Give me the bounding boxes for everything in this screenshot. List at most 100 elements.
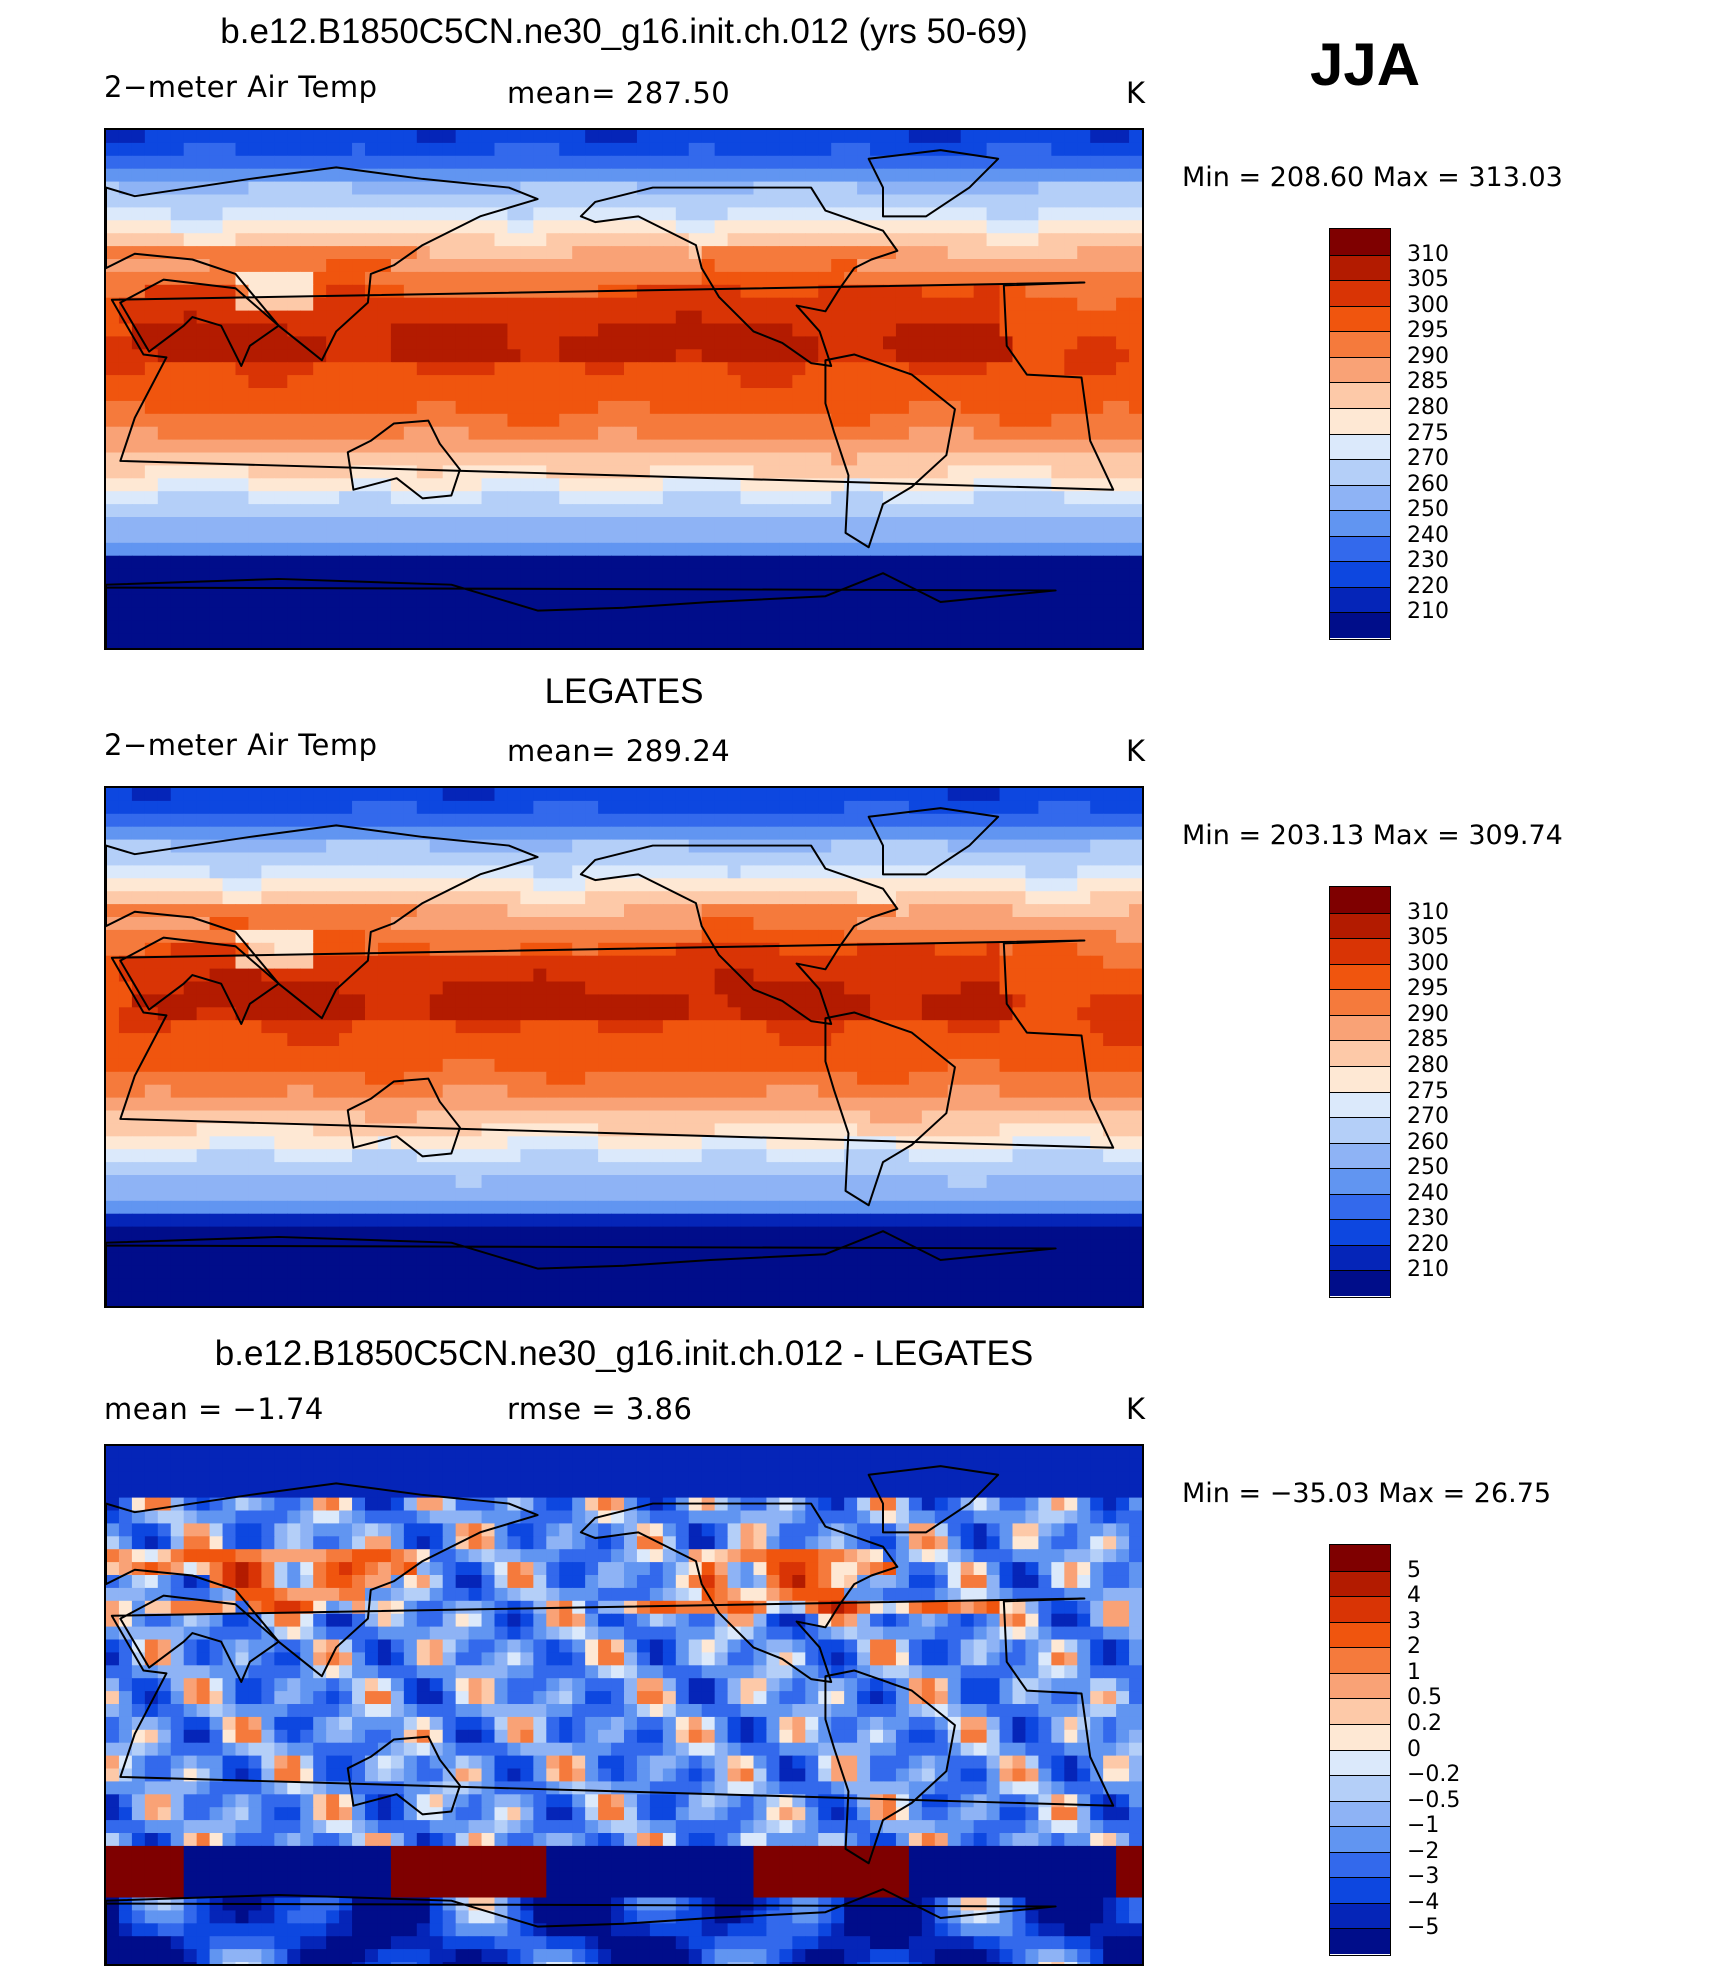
- panel-2-mean-label: mean= 289.24: [507, 734, 731, 768]
- colorbar-tick-label: 305: [1407, 267, 1449, 293]
- colorbar-swatch: [1330, 433, 1390, 460]
- colorbar-swatch: [1330, 1545, 1390, 1571]
- colorbar-swatch: [1330, 1928, 1390, 1954]
- panel-1-units: K: [1126, 76, 1146, 110]
- colorbar-tick-label: 4: [1407, 1583, 1421, 1609]
- colorbar-swatch: [1330, 887, 1390, 913]
- colorbar-tick-label: 300: [1407, 950, 1449, 976]
- colorbar-tick-label: 0: [1407, 1736, 1421, 1762]
- colorbar-swatch: [1330, 1065, 1390, 1092]
- colorbar-tick-label: 5: [1407, 1557, 1421, 1583]
- colorbar-swatch: [1330, 331, 1390, 357]
- colorbar-swatch: [1330, 1877, 1390, 1903]
- colorbar-swatch: [1330, 1749, 1390, 1776]
- colorbar-swatch: [1330, 510, 1390, 536]
- colorbar-tick-label: 295: [1407, 318, 1449, 344]
- colorbar-tick-label: 240: [1407, 1180, 1449, 1206]
- colorbar-tick-label: −3: [1407, 1864, 1440, 1890]
- season-label: JJA: [1310, 31, 1421, 98]
- colorbar-swatch: [1330, 382, 1390, 408]
- panel-2-map: [104, 786, 1144, 1308]
- colorbar-tick-label: 240: [1407, 522, 1449, 548]
- panel-1-title: b.e12.B1850C5CN.ne30_g16.init.ch.012 (yr…: [220, 12, 1028, 51]
- colorbar-swatch: [1330, 1596, 1390, 1622]
- colorbar-swatch: [1330, 356, 1390, 383]
- colorbar-swatch: [1330, 1826, 1390, 1852]
- colorbar-tick-label: −2: [1407, 1838, 1440, 1864]
- colorbar-tick-label: 250: [1407, 1155, 1449, 1181]
- colorbar-tick-label: 270: [1407, 1104, 1449, 1130]
- colorbar-swatch: [1330, 1244, 1390, 1271]
- colorbar-swatch: [1330, 1570, 1390, 1597]
- panel-3-mean-label: mean = −1.74: [104, 1392, 324, 1426]
- colorbar-tick-label: 1: [1407, 1659, 1421, 1685]
- colorbar-tick-label: 260: [1407, 1129, 1449, 1155]
- colorbar-swatch: [1330, 1902, 1390, 1929]
- panel-1-mean-label: mean= 287.50: [507, 76, 731, 110]
- colorbar-swatch: [1330, 305, 1390, 332]
- colorbar-swatch: [1330, 912, 1390, 939]
- colorbar-swatch: [1330, 407, 1390, 434]
- colorbar-swatch: [1330, 1672, 1390, 1699]
- colorbar-swatch: [1330, 535, 1390, 562]
- colorbar-swatch: [1330, 1219, 1390, 1245]
- panel-2-variable-label: 2−meter Air Temp: [104, 728, 378, 762]
- colorbar-swatch: [1330, 1117, 1390, 1143]
- colorbar-tick-label: 295: [1407, 976, 1449, 1002]
- colorbar-tick-label: 260: [1407, 471, 1449, 497]
- colorbar-swatch: [1330, 1698, 1390, 1724]
- colorbar-tick-label: −0.5: [1407, 1787, 1461, 1813]
- colorbar-swatch: [1330, 989, 1390, 1015]
- colorbar-tick-label: 2: [1407, 1634, 1421, 1660]
- panel-2-title: LEGATES: [544, 672, 704, 711]
- panel-1-variable-label: 2−meter Air Temp: [104, 70, 378, 104]
- panel-3-map: [104, 1444, 1144, 1966]
- colorbar-swatch: [1330, 280, 1390, 306]
- colorbar-tick-label: 305: [1407, 925, 1449, 951]
- colorbar-tick-label: −4: [1407, 1889, 1440, 1915]
- colorbar-swatch: [1330, 586, 1390, 613]
- panel-3-colorbar: [1329, 1544, 1391, 1956]
- coastlines: [106, 807, 1115, 1306]
- colorbar-tick-label: 300: [1407, 292, 1449, 318]
- colorbar-swatch: [1330, 484, 1390, 511]
- colorbar-tick-label: 220: [1407, 1231, 1449, 1257]
- colorbar-tick-label: 230: [1407, 1206, 1449, 1232]
- colorbar-tick-label: 275: [1407, 1078, 1449, 1104]
- colorbar-tick-label: 0.5: [1407, 1685, 1442, 1711]
- panel-2-min-max: Min = 203.13 Max = 309.74: [1182, 820, 1563, 851]
- colorbar-tick-label: 0.2: [1407, 1710, 1442, 1736]
- coastlines: [106, 149, 1115, 648]
- colorbar-swatch: [1330, 1270, 1390, 1296]
- coastlines: [106, 1465, 1115, 1964]
- colorbar-tick-label: 290: [1407, 343, 1449, 369]
- panel-1-min-max: Min = 208.60 Max = 313.03: [1182, 162, 1563, 193]
- colorbar-tick-label: 230: [1407, 548, 1449, 574]
- panel-1-map: [104, 128, 1144, 650]
- panel-3-min-max: Min = −35.03 Max = 26.75: [1182, 1478, 1552, 1509]
- colorbar-tick-label: −0.2: [1407, 1762, 1461, 1788]
- colorbar-swatch: [1330, 612, 1390, 638]
- colorbar-swatch: [1330, 254, 1390, 281]
- colorbar-swatch: [1330, 1142, 1390, 1169]
- colorbar-tick-label: 280: [1407, 1052, 1449, 1078]
- colorbar-tick-label: 3: [1407, 1608, 1421, 1634]
- colorbar-swatch: [1330, 1014, 1390, 1041]
- colorbar-swatch: [1330, 1193, 1390, 1220]
- colorbar-swatch: [1330, 1800, 1390, 1827]
- panel-3-title: b.e12.B1850C5CN.ne30_g16.init.ch.012 - L…: [214, 1334, 1034, 1373]
- colorbar-tick-label: 310: [1407, 899, 1449, 925]
- colorbar-swatch: [1330, 561, 1390, 587]
- contour-field: [106, 130, 1142, 648]
- colorbar-swatch: [1330, 963, 1390, 990]
- colorbar-swatch: [1330, 1621, 1390, 1648]
- panel-1-colorbar: [1329, 228, 1391, 640]
- colorbar-swatch: [1330, 1775, 1390, 1801]
- colorbar-tick-label: 285: [1407, 369, 1449, 395]
- colorbar-swatch: [1330, 1723, 1390, 1750]
- colorbar-swatch: [1330, 1040, 1390, 1066]
- colorbar-tick-label: 210: [1407, 1257, 1449, 1283]
- panel-3-rmse-label: rmse = 3.86: [507, 1392, 693, 1426]
- colorbar-tick-label: −5: [1407, 1915, 1440, 1941]
- colorbar-tick-label: 290: [1407, 1001, 1449, 1027]
